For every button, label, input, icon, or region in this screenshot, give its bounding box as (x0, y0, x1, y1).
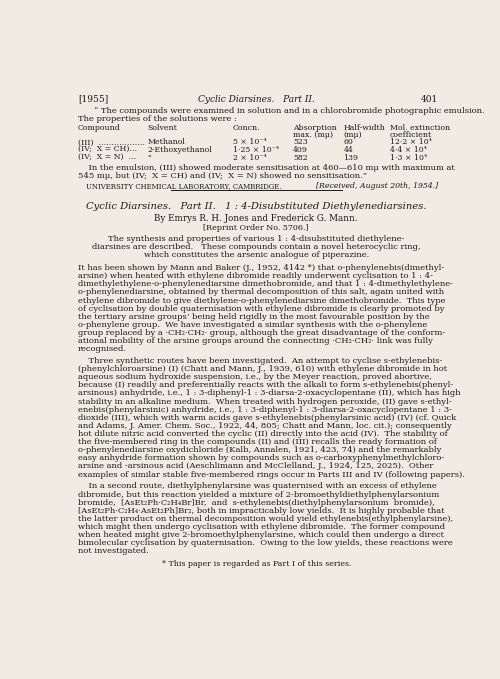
Text: ational mobility of the arsine groups around the connecting ·CH₂·CH₂· link was f: ational mobility of the arsine groups ar… (78, 337, 433, 345)
Text: Three synthetic routes have been investigated.  An attempt to cyclise s-ethylene: Three synthetic routes have been investi… (78, 357, 442, 365)
Text: o-phenylenediarsine oxydichloride (Kalb, Annalen, 1921, 423, 74) and the remarka: o-phenylenediarsine oxydichloride (Kalb,… (78, 446, 442, 454)
Text: stability in an alkaline medium.  When treated with hydrogen peroxide, (II) gave: stability in an alkaline medium. When tr… (78, 398, 452, 405)
Text: which might then undergo cyclisation with ethylene dibromide.  The former compou: which might then undergo cyclisation wit… (78, 523, 445, 531)
Text: max. (mμ): max. (mμ) (293, 131, 333, 139)
Text: Compound: Compound (78, 124, 121, 132)
Text: 2 × 10⁻⁴: 2 × 10⁻⁴ (233, 153, 266, 162)
Text: diarsines are described.   These compounds contain a novel heterocyclic ring,: diarsines are described. These compounds… (92, 243, 420, 251)
Text: In the emulsion, (III) showed moderate sensitisation at 460—610 mμ with maximum : In the emulsion, (III) showed moderate s… (78, 164, 455, 172)
Text: bimolecular cyclisation by quaternisation.  Owing to the low yields, these react: bimolecular cyclisation by quaternisatio… (78, 539, 453, 547)
Text: In a second route, diethylphenylarsine was quaternised with an excess of ethylen: In a second route, diethylphenylarsine w… (78, 483, 437, 490)
Text: (phenylchloroarsine) (I) (Chatt and Mann, J., 1939, 610) with ethylene dibromide: (phenylchloroarsine) (I) (Chatt and Mann… (78, 365, 447, 373)
Text: [Reprint Order No. 5706.]: [Reprint Order No. 5706.] (204, 223, 309, 232)
Text: Half-width: Half-width (344, 124, 386, 132)
Text: 545 mμ, but (IV;  X = CH) and (IV;  X = N) showed no sensitisation.”: 545 mμ, but (IV; X = CH) and (IV; X = N)… (78, 172, 367, 181)
Text: Methanol: Methanol (148, 139, 186, 147)
Text: arsine) when heated with ethylene dibromide readily underwent cyclisation to 1 :: arsine) when heated with ethylene dibrom… (78, 272, 433, 280)
Text: 401: 401 (421, 94, 438, 104)
Text: (IV;  X = CH)…: (IV; X = CH)… (78, 146, 137, 154)
Text: 139: 139 (344, 153, 358, 162)
Text: 4·4 × 10⁴: 4·4 × 10⁴ (390, 146, 427, 154)
Text: dioxide (III), which with warm acids gave s-ethylenebis(phenylarsinic acid) (IV): dioxide (III), which with warm acids gav… (78, 414, 456, 422)
Text: Mol. extinction: Mol. extinction (390, 124, 450, 132)
Text: It has been shown by Mann and Baker (J., 1952, 4142 *) that o-phenylenebis(dimet: It has been shown by Mann and Baker (J.,… (78, 264, 444, 272)
Text: [1955]: [1955] (78, 94, 108, 104)
Text: (IV;  X = N)  …: (IV; X = N) … (78, 153, 136, 162)
Text: o-phenylene group.  We have investigated a similar synthesis with the o-phenylen: o-phenylene group. We have investigated … (78, 321, 427, 329)
Text: Absorption: Absorption (293, 124, 337, 132)
Text: 44: 44 (344, 146, 353, 154)
Text: bromide,  [AsEt₂Ph·C₂H₄Br]Br,  and  s-ethylenebis(diethylphenylarsonium  bromide: bromide, [AsEt₂Ph·C₂H₄Br]Br, and s-ethyl… (78, 498, 435, 507)
Text: o-phenylenediarsine, obtained by thermal decomposition of this salt, again unite: o-phenylenediarsine, obtained by thermal… (78, 289, 444, 297)
Text: group replaced by a ·CH₂·CH₂· group, although the great disadvantage of the conf: group replaced by a ·CH₂·CH₂· group, alt… (78, 329, 446, 337)
Text: “ The compounds were examined in solution and in a chlorobromide photographic em: “ The compounds were examined in solutio… (94, 107, 484, 115)
Text: [Received, August 20th, 1954.]: [Received, August 20th, 1954.] (316, 182, 438, 190)
Text: dibromide, but this reaction yielded a mixture of 2-bromoethyldiethylphenylarson: dibromide, but this reaction yielded a m… (78, 490, 440, 498)
Text: when heated might give 2-bromoethylphenylarsine, which could then undergo a dire: when heated might give 2-bromoethylpheny… (78, 531, 444, 539)
Text: 523: 523 (293, 139, 308, 147)
Text: * This paper is regarded as Part I of this series.: * This paper is regarded as Part I of th… (162, 560, 351, 568)
Text: recognised.: recognised. (78, 345, 127, 353)
Text: The properties of the solutions were :: The properties of the solutions were : (78, 115, 237, 123)
Text: 2-Ethoxyethanol: 2-Ethoxyethanol (148, 146, 212, 154)
Text: the five-membered ring in the compounds (II) and (III) recalls the ready formati: the five-membered ring in the compounds … (78, 438, 437, 446)
Text: ethylene dibromide to give diethylene-o-phenylenediarsine dimethobromide.  This : ethylene dibromide to give diethylene-o-… (78, 297, 446, 305)
Text: the tertiary arsine groups’ being held rigidly in the most favourable position b: the tertiary arsine groups’ being held r… (78, 313, 430, 320)
Text: 409: 409 (293, 146, 308, 154)
Text: the latter product on thermal decomposition would yield ethylenebis(ethylphenyla: the latter product on thermal decomposit… (78, 515, 453, 523)
Text: 582: 582 (293, 153, 308, 162)
Text: because (I) readily and preferentially reacts with the alkali to form s-ethylene: because (I) readily and preferentially r… (78, 382, 453, 389)
Text: hot dilute nitric acid converted the cyclic (II) directly into the acid (IV).  T: hot dilute nitric acid converted the cyc… (78, 430, 448, 438)
Text: dimethylethylene-o-phenylenediarsine dimethobromide, and that 1 : 4-dimethylethy: dimethylethylene-o-phenylenediarsine dim… (78, 280, 453, 289)
Text: Concn.: Concn. (233, 124, 260, 132)
Text: The synthesis and properties of various 1 : 4-disubstituted diethylene-: The synthesis and properties of various … (108, 235, 405, 243)
Text: 1·3 × 10⁴: 1·3 × 10⁴ (390, 153, 427, 162)
Text: arsinous) anhydride, i.e., 1 : 3-diphenyl-1 : 3-diarsa-2-oxacyclopentane (II), w: arsinous) anhydride, i.e., 1 : 3-dipheny… (78, 390, 460, 397)
Text: 12·2 × 10⁴: 12·2 × 10⁴ (390, 139, 432, 147)
Text: which constitutes the arsenic analogue of piperazine.: which constitutes the arsenic analogue o… (144, 251, 369, 259)
Text: enebis(phenylarsinic) anhydride, i.e., 1 : 3-diphenyl-1 : 3-diarsa-2-oxacyclopen: enebis(phenylarsinic) anhydride, i.e., 1… (78, 406, 452, 414)
Text: ": " (148, 153, 151, 162)
Text: and Adams, J. Amer. Chem. Soc., 1922, 44, 805; Chatt and Mann, loc. cit.); conse: and Adams, J. Amer. Chem. Soc., 1922, 44… (78, 422, 452, 430)
Text: 1·25 × 10⁻⁴: 1·25 × 10⁻⁴ (233, 146, 279, 154)
Text: (mμ): (mμ) (344, 131, 362, 139)
Text: examples of similar stable five-membered rings occur in Parts III and IV (follow: examples of similar stable five-membered… (78, 471, 465, 479)
Text: 5 × 10⁻⁴: 5 × 10⁻⁴ (233, 139, 266, 147)
Text: Cyclic Diarsines.   Part II.   1 : 4-Disubstituted Diethylenediarsines.: Cyclic Diarsines. Part II. 1 : 4-Disubst… (86, 202, 426, 211)
Text: [AsEt₂Ph·C₂H₄·AsEt₂Ph]Br₂, both in impracticably low yields.  It is highly proba: [AsEt₂Ph·C₂H₄·AsEt₂Ph]Br₂, both in impra… (78, 507, 444, 515)
Text: easy anhydride formation shown by compounds such as o-carboxyphenylmethylchloro-: easy anhydride formation shown by compou… (78, 454, 444, 462)
Text: UNIVERSITY CHEMICAL LABORATORY, CAMBRIDGE.: UNIVERSITY CHEMICAL LABORATORY, CAMBRIDG… (86, 182, 281, 190)
Text: of cyclisation by double quaternisation with ethylene dibromide is clearly promo: of cyclisation by double quaternisation … (78, 305, 444, 312)
Text: 60: 60 (344, 139, 353, 147)
Text: Cyclic Diarsines.   Part II.: Cyclic Diarsines. Part II. (198, 94, 314, 104)
Text: aqueous sodium hydroxide suspension, i.e., by the Meyer reaction, proved abortiv: aqueous sodium hydroxide suspension, i.e… (78, 373, 432, 382)
Text: coefficient: coefficient (390, 131, 432, 139)
Text: not investigated.: not investigated. (78, 547, 149, 555)
Text: Solvent: Solvent (148, 124, 178, 132)
Text: arsine and -arsinous acid (Aeschlimann and McClelland, J., 1924, 125, 2025).  Ot: arsine and -arsinous acid (Aeschlimann a… (78, 462, 434, 471)
Text: By Emrys R. H. Jones and Frederick G. Mann.: By Emrys R. H. Jones and Frederick G. Ma… (154, 215, 358, 223)
Text: (III)  ………………: (III) ……………… (78, 139, 145, 147)
